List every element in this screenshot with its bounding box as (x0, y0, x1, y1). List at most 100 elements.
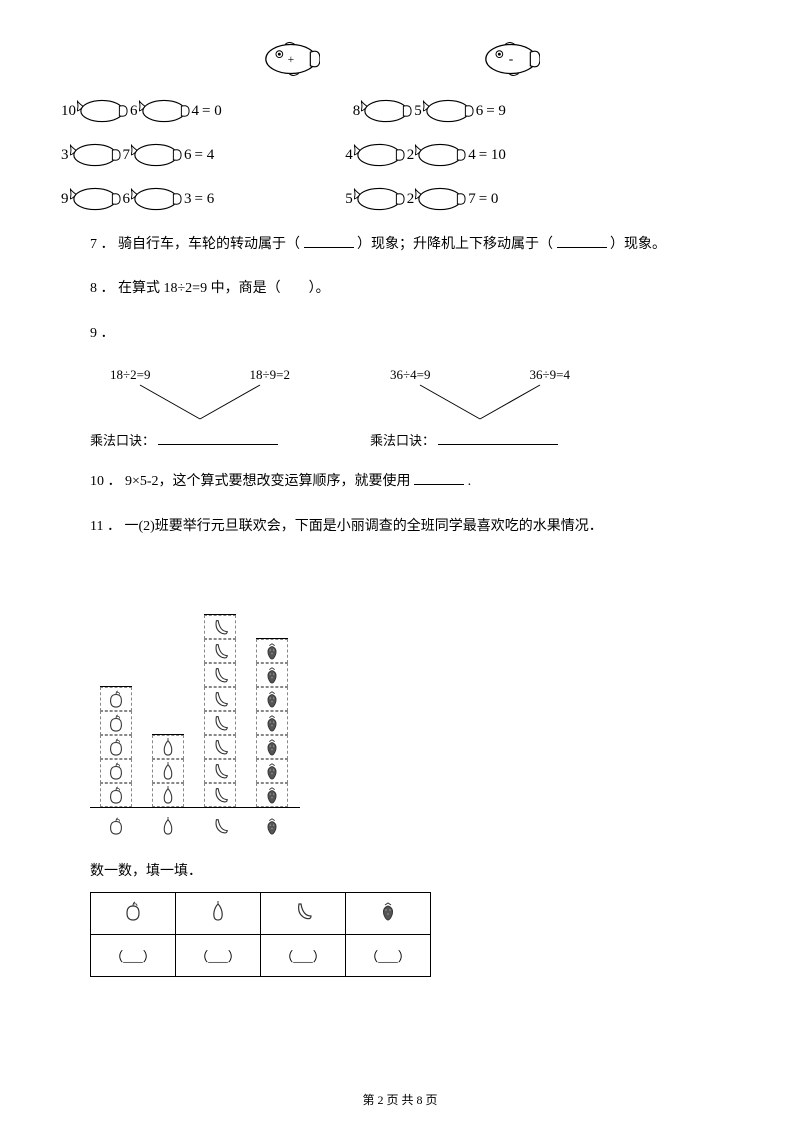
eq-num: 3 (61, 147, 69, 164)
fish-blank-icon[interactable] (361, 98, 413, 124)
pictograph-cell (204, 663, 236, 687)
fish-blank-icon[interactable] (70, 186, 122, 212)
pear-icon (207, 900, 229, 922)
banana-icon (211, 785, 229, 805)
question-9: 9 ． (90, 323, 740, 345)
pictograph-legend (90, 816, 740, 842)
question-8: 8 ． 在算式 18÷2=9 中，商是（ ）。 (90, 278, 740, 300)
strawberry-icon (263, 641, 281, 661)
q9-b2-eq2: 36÷9=4 (530, 367, 570, 383)
pear-icon (159, 737, 177, 757)
banana-icon (211, 737, 229, 757)
eq-num: 7 (468, 191, 476, 208)
pictograph-cell (152, 783, 184, 807)
q7-blank-1[interactable] (304, 234, 354, 248)
pictograph-cell (204, 711, 236, 735)
fish-equations: 1064= 0856= 9376= 4424= 10963= 6527= 0 (60, 98, 740, 212)
apple-icon (107, 713, 125, 733)
q7-num: 7 ． (90, 237, 115, 252)
question-11: 11 ． 一(2)班要举行元旦联欢会，下面是小丽调查的全班同学最喜欢吃的水果情况… (90, 516, 740, 538)
table-blank-2[interactable]: （___） (176, 934, 261, 976)
table-cell-strawberry-icon (346, 892, 431, 934)
fish-blank-icon[interactable] (415, 142, 467, 168)
equation-right: 424= 10 (344, 142, 506, 168)
table-cell-apple-icon (91, 892, 176, 934)
banana-icon (211, 713, 229, 733)
pictograph-cell (204, 735, 236, 759)
page-footer: 第 2 页 共 8 页 (0, 1091, 800, 1108)
q10-blank[interactable] (414, 471, 464, 485)
fruit-pictograph (90, 568, 300, 808)
apple-icon (107, 689, 125, 709)
equation-row: 1064= 0856= 9 (60, 98, 740, 124)
q11-num: 11 ． (90, 519, 121, 534)
pictograph-cell (256, 783, 288, 807)
q9-b1-blank[interactable] (158, 431, 278, 445)
q9-diagrams: 18÷2=9 18÷9=2 乘法口诀： 36÷4=9 36÷9=4 乘 (90, 367, 740, 449)
q7-text-2: ）现象；升降机上下移动属于（ (357, 237, 553, 252)
fish-blank-icon[interactable] (354, 142, 406, 168)
q7-text-1: 骑自行车，车轮的转动属于（ (118, 237, 300, 252)
q9-v-lines-1 (90, 383, 310, 423)
pictograph-cell (256, 663, 288, 687)
table-blank-3[interactable]: （___） (261, 934, 346, 976)
pictograph-cell (204, 615, 236, 639)
banana-icon (292, 900, 314, 922)
strawberry-icon (263, 761, 281, 781)
pictograph-cell (256, 759, 288, 783)
pictograph-cell (100, 735, 132, 759)
fish-blank-icon[interactable] (131, 142, 183, 168)
apple-icon (107, 761, 125, 781)
banana-icon (211, 641, 229, 661)
eq-num: 4 (468, 147, 476, 164)
legend-banana (204, 816, 236, 841)
banana-icon (211, 665, 229, 685)
fish-blank-icon[interactable] (77, 98, 129, 124)
pictograph-column-apple (100, 686, 132, 807)
eq-result: = 0 (479, 191, 499, 208)
eq-num: 8 (353, 103, 361, 120)
apple-icon (122, 900, 144, 922)
eq-num: 6 (130, 103, 138, 120)
pictograph-column-pear (152, 734, 184, 807)
banana-icon (211, 816, 229, 836)
pear-icon (159, 816, 177, 836)
pictograph-cell (204, 687, 236, 711)
pictograph-cell (152, 759, 184, 783)
equation-row: 376= 4424= 10 (60, 142, 740, 168)
legend-apple (100, 816, 132, 841)
q9-b2-blank[interactable] (438, 431, 558, 445)
q9-b2-label: 乘法口诀： (370, 433, 435, 448)
question-7: 7 ． 骑自行车，车轮的转动属于（ ）现象；升降机上下移动属于（ ）现象。 (90, 234, 740, 256)
fish-blank-icon[interactable] (415, 186, 467, 212)
q11-text: 一(2)班要举行元旦联欢会，下面是小丽调查的全班同学最喜欢吃的水果情况． (124, 519, 602, 534)
q7-blank-2[interactable] (557, 234, 607, 248)
table-row (91, 892, 431, 934)
question-10: 10 ． 9×5-2，这个算式要想改变运算顺序，就要使用 . (90, 471, 740, 493)
pictograph-cell (256, 687, 288, 711)
pictograph-cell (204, 783, 236, 807)
fish-blank-icon[interactable] (354, 186, 406, 212)
q9-block-1: 18÷2=9 18÷9=2 乘法口诀： (90, 367, 310, 449)
eq-num: 9 (61, 191, 69, 208)
q9-b1-eq1: 18÷2=9 (110, 367, 150, 383)
table-blank-4[interactable]: （___） (346, 934, 431, 976)
pictograph-cell (204, 639, 236, 663)
pictograph-cell (152, 735, 184, 759)
banana-icon (211, 689, 229, 709)
eq-result: = 10 (479, 147, 506, 164)
eq-num: 5 (345, 191, 353, 208)
pictograph-cell (100, 711, 132, 735)
eq-num: 2 (407, 191, 415, 208)
eq-result: = 0 (202, 103, 222, 120)
fish-blank-icon[interactable] (423, 98, 475, 124)
fish-blank-icon[interactable] (131, 186, 183, 212)
eq-num: 4 (345, 147, 353, 164)
fish-blank-icon[interactable] (139, 98, 191, 124)
pictograph-cell (256, 735, 288, 759)
q9-b1-eq2: 18÷9=2 (250, 367, 290, 383)
fish-minus-icon: - (480, 40, 540, 78)
banana-icon (211, 617, 229, 637)
fish-blank-icon[interactable] (70, 142, 122, 168)
table-blank-1[interactable]: （___） (91, 934, 176, 976)
